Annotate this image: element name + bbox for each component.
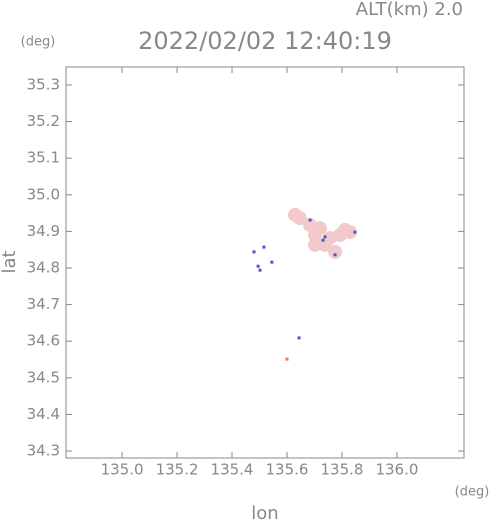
plot-frame [65,66,465,459]
y-tick-label: 35.3 [27,75,60,93]
x-tick-label: 135.8 [320,461,363,479]
y-tick-label: 35.1 [27,149,60,167]
echo-point [353,230,357,234]
echo-point [285,357,289,361]
echo-cell [333,228,348,243]
echo-cell [328,244,343,259]
x-tick-label: 135.4 [211,461,254,479]
y-tick-label: 34.9 [27,222,60,240]
echo-point [323,235,327,239]
y-axis-label: lat [0,250,20,273]
echo-point [297,336,301,340]
echo-point [270,260,274,264]
echo-cell [292,211,307,226]
echo-point [308,218,312,222]
echo-point [252,250,256,254]
y-tick-label: 34.5 [27,368,60,386]
echo-cell [312,221,327,236]
x-tick-label: 135.0 [101,461,144,479]
echo-point [321,238,325,242]
echo-point [333,253,337,257]
x-tick-label: 135.2 [156,461,199,479]
y-tick-label: 34.8 [27,258,60,276]
x-axis-label: lon [251,503,278,521]
x-tick-label: 136.0 [375,461,418,479]
x-unit: (deg) [455,485,490,500]
y-tick-label: 35.2 [27,112,60,130]
echo-point [262,245,266,249]
y-tick-label: 34.3 [27,442,60,460]
y-tick-label: 35.0 [27,185,60,203]
y-tick-label: 34.4 [27,405,60,423]
echo-point [258,268,262,272]
y-tick-label: 34.6 [27,332,60,350]
x-tick-label: 135.6 [266,461,309,479]
echo-point [256,264,260,268]
echo-cell [308,237,323,252]
chart-title: 2022/02/02 12:40:19 [138,27,392,55]
y-unit: (deg) [21,35,56,50]
altitude: ALT(km) 2.0 [356,0,463,20]
y-tick-label: 34.7 [27,295,60,313]
